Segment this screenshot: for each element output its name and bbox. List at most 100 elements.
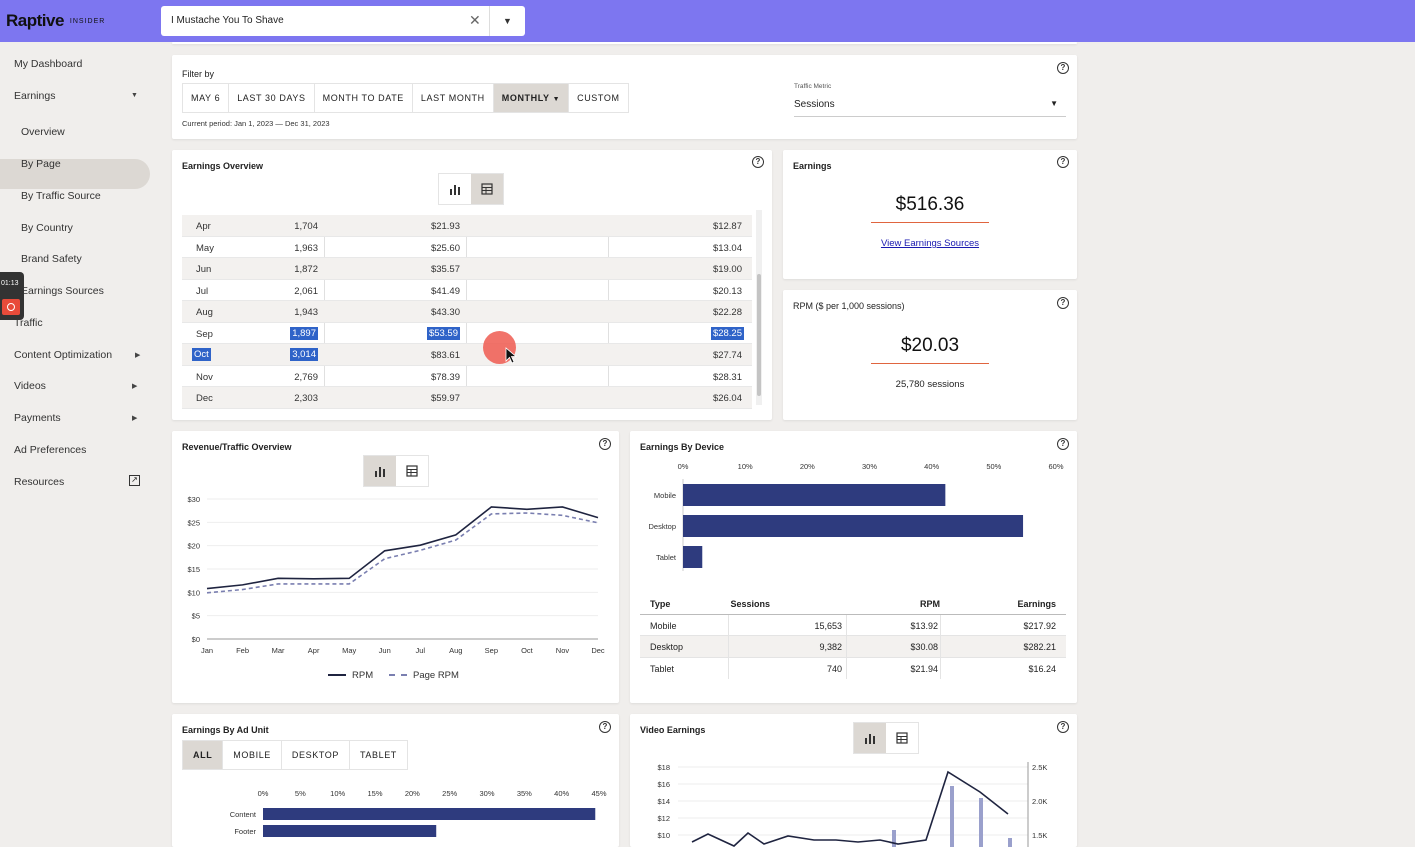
earnings-overview-card: Earnings Overview ? Apr 1,704 $21.93 $12.87…: [172, 150, 772, 420]
filter-last-30-days[interactable]: LAST 30 DAYS: [229, 84, 315, 112]
x-tick-label: 0%: [258, 789, 269, 798]
clear-icon[interactable]: ✕: [469, 12, 481, 28]
chevron-down-icon[interactable]: ▼: [489, 6, 525, 36]
screen-recorder-widget[interactable]: 01:13: [0, 272, 24, 320]
legend-page-rpm: Page RPM: [389, 670, 459, 681]
x-tick-label: 25%: [442, 789, 457, 798]
device-table: Type Sessions RPM Earnings Mobile 15,653…: [640, 593, 1066, 679]
y-tick-label: $0: [192, 635, 200, 644]
x-tick-label: Mar: [272, 646, 285, 655]
caret-down-icon[interactable]: ▼: [131, 92, 138, 99]
y-tick-label: $18: [657, 763, 670, 772]
rpm-value: $20.03: [900, 335, 960, 356]
bar-tablet: [683, 546, 703, 568]
help-icon[interactable]: ?: [599, 438, 611, 450]
record-icon[interactable]: [2, 299, 20, 315]
sidebar-item-resources[interactable]: Resources: [14, 476, 65, 488]
x-tick-label: 35%: [517, 789, 532, 798]
x-tick-label: Jan: [201, 646, 213, 655]
table-scrollbar[interactable]: [756, 210, 762, 405]
card-partial-top: [172, 42, 1077, 44]
x-tick-label: 10%: [330, 789, 345, 798]
caret-right-icon[interactable]: ▶: [132, 383, 138, 390]
caret-right-icon[interactable]: ▶: [132, 415, 138, 422]
filter-month-to-date[interactable]: MONTH TO DATE: [315, 84, 413, 112]
table-row: Apr 1,704 $21.93 $12.87: [182, 215, 752, 237]
series-line-page-rpm: [206, 512, 599, 594]
help-icon[interactable]: ?: [599, 721, 611, 733]
traffic-metric-select[interactable]: Traffic Metric Sessions ▼: [794, 81, 1066, 117]
earnings-value: $516.36: [895, 194, 965, 215]
sidebar-item-by-country[interactable]: By Country: [21, 222, 73, 234]
external-link-icon[interactable]: ↗: [129, 475, 140, 486]
legend-rpm: RPM: [328, 670, 373, 681]
help-icon[interactable]: ?: [1057, 156, 1069, 168]
sidebar-item-earnings-sources[interactable]: Earnings Sources: [21, 285, 104, 297]
top-bar: Raptive INSIDER I Mustache You To Shave ✕…: [0, 0, 1415, 42]
ad-unit-button-group: ALL MOBILE DESKTOP TABLET: [182, 740, 408, 770]
help-icon[interactable]: ?: [1057, 62, 1069, 74]
filter-may-6[interactable]: MAY 6: [183, 84, 230, 112]
help-icon[interactable]: ?: [1057, 438, 1069, 450]
ad-unit-mobile[interactable]: MOBILE: [223, 741, 282, 769]
table-icon[interactable]: [886, 723, 918, 753]
sidebar-item-by-page[interactable]: By Page: [21, 158, 61, 170]
sidebar-item-my-dashboard[interactable]: My Dashboard: [14, 58, 83, 70]
sidebar-item-brand-safety[interactable]: Brand Safety: [21, 253, 82, 265]
x-tick-label: 5%: [295, 789, 306, 798]
sidebar-item-by-traffic-source[interactable]: By Traffic Source: [21, 190, 101, 202]
y-tick-label: $14: [657, 797, 670, 806]
raptive-logo[interactable]: Raptive INSIDER: [6, 11, 106, 30]
x-tick-label: Jul: [415, 646, 425, 655]
caret-right-icon[interactable]: ▶: [135, 352, 141, 359]
filter-last-month[interactable]: LAST MONTH: [413, 84, 494, 112]
ad-unit-tablet[interactable]: TABLET: [359, 750, 397, 760]
y2-tick-label: 2.5K: [1032, 763, 1047, 772]
ad-unit-all[interactable]: ALL: [183, 741, 224, 769]
rpm-title: RPM ($ per 1,000 sessions): [793, 301, 905, 311]
bar-chart-icon[interactable]: [364, 456, 396, 486]
x-tick-label: Feb: [236, 646, 249, 655]
sidebar-item-overview[interactable]: Overview: [21, 126, 65, 138]
bar-chart-icon[interactable]: [439, 174, 471, 204]
x-tick-label: 15%: [367, 789, 382, 798]
x-tick-label: Oct: [521, 646, 534, 655]
help-icon[interactable]: ?: [1057, 297, 1069, 309]
device-bar-chart: 0% 10% 20% 30% 40% 50% 60% Mobile Desktop Tablet: [648, 462, 1064, 571]
sidebar-item-videos[interactable]: Videos: [14, 380, 46, 392]
site-selector[interactable]: I Mustache You To Shave ✕ ▼: [161, 6, 525, 36]
video-bar: [892, 830, 896, 847]
sidebar-item-ad-preferences[interactable]: Ad Preferences: [14, 444, 87, 456]
x-tick-label: 30%: [479, 789, 494, 798]
bar-chart-icon[interactable]: [854, 723, 886, 753]
video-earnings-line: [691, 770, 1009, 847]
table-icon[interactable]: [471, 174, 503, 204]
view-toggle: [853, 722, 919, 754]
table-row: Aug 1,943 $43.30 $22.28: [182, 301, 752, 323]
x-tick-label: Nov: [556, 646, 570, 655]
sidebar: My Dashboard Earnings ▼ Overview By Page…: [0, 42, 160, 847]
table-row: May 1,963 $25.60 $13.04: [182, 237, 752, 258]
filter-monthly[interactable]: MONTHLY ▼: [493, 84, 570, 112]
table-icon[interactable]: [396, 456, 428, 486]
earnings-by-ad-unit-card: Earnings By Ad Unit ? ALL MOBILE DESKTOP…: [172, 714, 619, 847]
x-tick-label: Dec: [591, 646, 605, 655]
sidebar-item-content-optimization[interactable]: Content Optimization: [14, 349, 113, 361]
filter-custom[interactable]: CUSTOM: [577, 93, 620, 103]
sidebar-item-traffic[interactable]: Traffic: [14, 317, 43, 329]
bar-mobile: [683, 484, 946, 506]
video-earnings-card: Video Earnings ? $18 $16 $14 $12 $10 2.5K 2.0K…: [630, 714, 1077, 847]
view-earnings-sources-link[interactable]: View Earnings Sources: [880, 238, 980, 249]
help-icon[interactable]: ?: [1057, 721, 1069, 733]
ad-unit-desktop[interactable]: DESKTOP: [282, 741, 350, 769]
x-tick-label: 10%: [738, 462, 753, 471]
x-tick-label: 50%: [986, 462, 1001, 471]
sidebar-item-earnings[interactable]: Earnings: [14, 90, 56, 102]
help-icon[interactable]: ?: [752, 156, 764, 168]
chevron-down-icon[interactable]: ▼: [1050, 99, 1058, 108]
video-bar: [979, 798, 983, 847]
x-tick-label: 40%: [554, 789, 569, 798]
sidebar-item-payments[interactable]: Payments: [14, 412, 61, 424]
ad-unit-title: Earnings By Ad Unit: [182, 725, 269, 735]
video-title: Video Earnings: [640, 725, 706, 735]
